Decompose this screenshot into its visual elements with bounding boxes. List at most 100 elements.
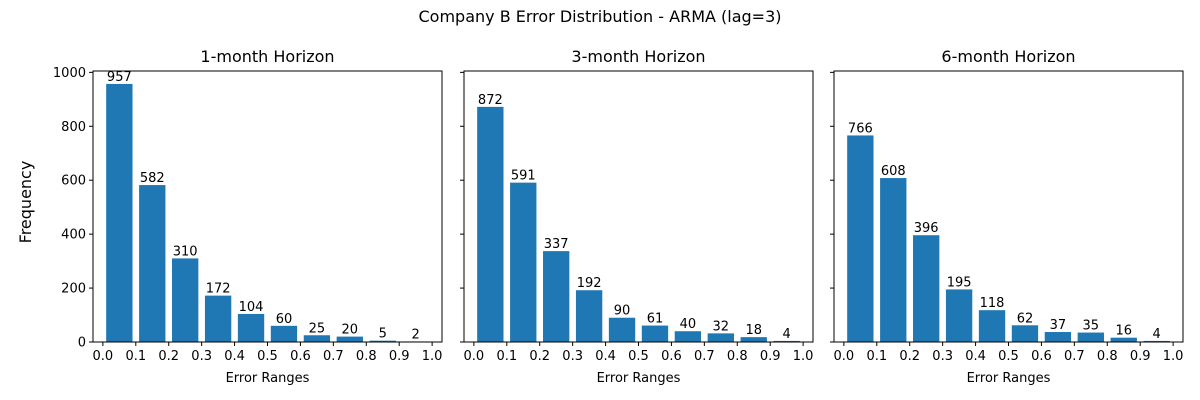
- bar: [913, 235, 940, 342]
- x-tick-label: 1.0: [1163, 349, 1184, 364]
- bar: [945, 289, 973, 342]
- bar-value-label: 61: [647, 312, 664, 327]
- bar-value-label: 62: [1017, 311, 1034, 326]
- x-tick-label: 0.9: [1130, 349, 1151, 364]
- bar: [575, 290, 603, 342]
- x-tick-label: 0.8: [356, 349, 377, 364]
- x-tick-label: 0.7: [323, 349, 344, 364]
- x-tick-label: 0.5: [998, 349, 1019, 364]
- bar-value-label: 118: [980, 296, 1005, 311]
- y-tick-label: 200: [61, 282, 86, 297]
- subplot-3: 6-month Horizon Error Ranges 766 608 396 19…: [830, 47, 1184, 386]
- y-tick-label: 800: [61, 120, 86, 135]
- figure-title: Company B Error Distribution - ARMA (lag…: [418, 7, 781, 26]
- bar: [641, 325, 669, 342]
- bar-value-label: 4: [1153, 327, 1161, 342]
- bar-value-label: 37: [1050, 318, 1067, 333]
- bar: [204, 295, 232, 342]
- y-tick-label: 1000: [53, 66, 86, 81]
- x-tick-label: 0.2: [529, 349, 550, 364]
- bar-value-label: 16: [1115, 324, 1132, 339]
- bar: [172, 258, 199, 342]
- bar-value-label: 591: [511, 169, 536, 184]
- bar: [608, 317, 636, 342]
- x-axis-label: Error Ranges: [967, 371, 1051, 386]
- x-tick-label: 0.3: [191, 349, 212, 364]
- bar: [978, 310, 1006, 342]
- bar-value-label: 32: [713, 319, 730, 334]
- subplot-2: 3-month Horizon Error Ranges 872 591 337 19…: [460, 47, 814, 386]
- x-tick-label: 1.0: [793, 349, 814, 364]
- bar: [1044, 332, 1072, 342]
- x-tick-label: 0.3: [562, 349, 583, 364]
- bar-value-label: 172: [206, 282, 231, 297]
- x-tick-label: 0.2: [158, 349, 179, 364]
- bar: [336, 336, 363, 342]
- bar: [1077, 332, 1104, 342]
- bar-value-label: 25: [309, 321, 326, 336]
- bar-value-label: 582: [140, 171, 165, 186]
- x-tick-label: 0.6: [290, 349, 311, 364]
- subplot-1: 1-month Horizon Error Ranges 957 582 310 17…: [53, 47, 443, 386]
- bar: [369, 340, 396, 342]
- bar-value-label: 195: [947, 275, 972, 290]
- x-tick-label: 0.6: [661, 349, 682, 364]
- bar-value-label: 337: [544, 237, 569, 252]
- bar: [139, 185, 166, 342]
- bar-value-label: 396: [914, 221, 939, 236]
- x-axis-label: Error Ranges: [597, 371, 681, 386]
- subplot-title: 1-month Horizon: [200, 47, 334, 66]
- bar-value-label: 20: [342, 323, 359, 338]
- x-tick-label: 0.9: [760, 349, 781, 364]
- y-tick-label: 400: [61, 228, 86, 243]
- x-tick-label: 1.0: [422, 349, 443, 364]
- x-tick-label: 0.1: [866, 349, 887, 364]
- bar-value-label: 60: [276, 312, 293, 327]
- bar: [773, 340, 800, 342]
- y-tick-label: 0: [78, 336, 86, 351]
- x-tick-label: 0.4: [965, 349, 986, 364]
- bar-value-label: 310: [173, 244, 198, 259]
- bar-value-label: 18: [745, 323, 762, 338]
- x-tick-label: 0.7: [694, 349, 715, 364]
- x-tick-label: 0.9: [389, 349, 410, 364]
- bar: [1110, 337, 1137, 342]
- bar: [303, 335, 331, 342]
- bar: [880, 178, 907, 342]
- subplot-title: 3-month Horizon: [571, 47, 705, 66]
- bar: [237, 313, 265, 342]
- x-tick-label: 0.7: [1064, 349, 1085, 364]
- x-tick-label: 0.8: [727, 349, 748, 364]
- bar: [1143, 340, 1170, 342]
- bar-value-label: 192: [577, 276, 602, 291]
- bar: [270, 325, 298, 342]
- x-tick-label: 0.1: [125, 349, 146, 364]
- x-tick-label: 0.0: [834, 349, 855, 364]
- x-tick-label: 0.1: [496, 349, 517, 364]
- bar-value-label: 35: [1083, 319, 1100, 334]
- bar-value-label: 4: [783, 327, 791, 342]
- bar: [674, 331, 702, 342]
- bar-value-label: 104: [239, 300, 264, 315]
- bar: [740, 337, 767, 342]
- x-tick-label: 0.4: [595, 349, 616, 364]
- bar-value-label: 5: [379, 327, 387, 342]
- x-tick-label: 0.8: [1097, 349, 1118, 364]
- bar-value-label: 957: [107, 70, 132, 85]
- x-tick-label: 0.5: [257, 349, 278, 364]
- bar: [1011, 325, 1039, 342]
- bar: [847, 135, 874, 342]
- subplot-title: 6-month Horizon: [941, 47, 1075, 66]
- x-tick-label: 0.6: [1031, 349, 1052, 364]
- x-tick-label: 0.0: [464, 349, 485, 364]
- bar-value-label: 766: [848, 121, 873, 136]
- x-tick-label: 0.0: [93, 349, 114, 364]
- bar-value-label: 40: [680, 317, 697, 332]
- bar: [477, 106, 504, 342]
- bar: [707, 333, 734, 342]
- x-tick-label: 0.3: [932, 349, 953, 364]
- bar-value-label: 2: [412, 327, 420, 342]
- bar: [510, 182, 537, 342]
- bar: [543, 251, 570, 342]
